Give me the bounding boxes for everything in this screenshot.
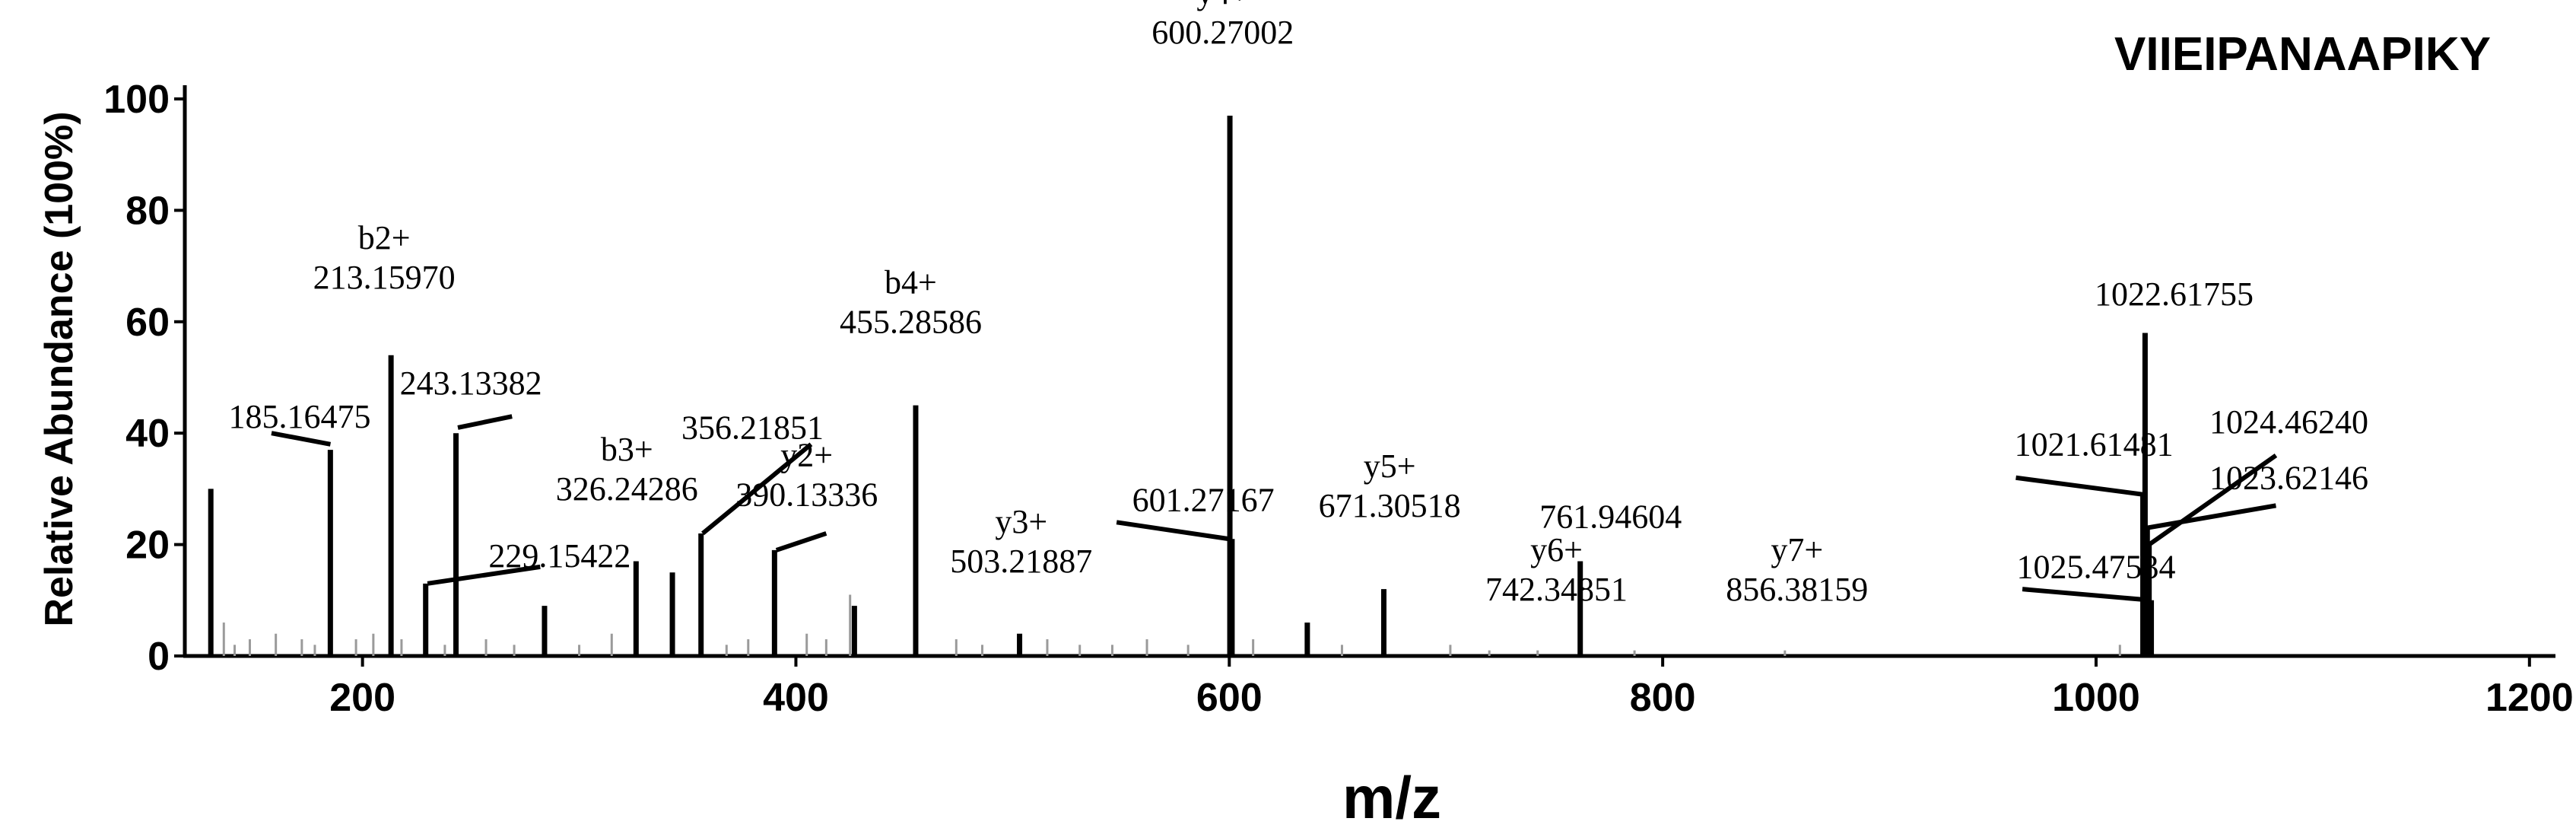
annotation-a455: b4+455.28586 [840, 263, 982, 340]
annotation-a326: b3+326.24286 [556, 431, 698, 508]
annotation-a1022: 1022.61755 [2095, 275, 2254, 313]
annotation-line: y3+ [995, 503, 1047, 540]
annotation-a1023: 1023.62146 [2209, 459, 2368, 496]
x-tick-label: 800 [1630, 676, 1696, 720]
y-tick-label: 20 [125, 524, 170, 568]
annotation-line: 503.21887 [950, 543, 1092, 580]
annotation-line: 390.13336 [735, 476, 878, 513]
annotation-line: b3+ [601, 431, 653, 468]
annotation-line: 1021.61481 [2015, 425, 2174, 463]
annotation-line: 1023.62146 [2209, 459, 2368, 496]
leader-line [775, 531, 827, 552]
leader-line [2148, 454, 2278, 547]
peak-annotations: 185.16475 b2+213.15970 243.13382 229.15422 b… [229, 0, 2369, 608]
annotation-a390: y2+390.13336 [735, 436, 878, 513]
leader-line [271, 431, 332, 447]
leader-line [457, 414, 513, 430]
annotation-line: y4+ [1196, 0, 1249, 11]
x-tick-label: 400 [763, 676, 829, 720]
annotation-line: b2+ [358, 219, 411, 256]
x-axis-label: m/z [1342, 764, 1441, 831]
annotation-a856: y7+856.38159 [1726, 531, 1868, 608]
annotation-line: 761.94604 [1539, 498, 1682, 536]
y-axis-label: Relative Abundance (100%) [37, 111, 81, 626]
leader-line [1116, 520, 1230, 542]
annotation-line: 1025.47534 [2016, 549, 2175, 586]
annotation-line: 1022.61755 [2095, 275, 2254, 313]
annotation-line: 326.24286 [556, 470, 698, 508]
x-tick-label: 600 [1196, 676, 1263, 720]
annotation-line: 1024.46240 [2209, 403, 2368, 441]
annotation-line: 742.34851 [1485, 571, 1628, 608]
annotation-line: 243.13382 [400, 365, 542, 402]
annotation-a503: y3+503.21887 [950, 503, 1092, 580]
annotation-line: 455.28586 [840, 303, 982, 340]
annotation-a213: b2+213.15970 [313, 219, 456, 296]
leader-line [2022, 587, 2152, 603]
y-tick-label: 0 [148, 635, 170, 679]
labeled-peaks [208, 115, 2155, 656]
annotation-line: y7+ [1771, 531, 1823, 568]
annotation-a185: 185.16475 [229, 398, 371, 435]
leader-line [701, 442, 813, 536]
annotation-line: y5+ [1364, 447, 1416, 485]
annotation-line: 601.27167 [1132, 482, 1275, 519]
leader-lines [271, 414, 2278, 603]
chart-title: VIIEIPANAAPIKY [2114, 28, 2491, 81]
annotation-line: 356.21851 [681, 409, 824, 447]
x-tick-label: 1000 [2052, 676, 2140, 720]
annotation-line: y2+ [780, 436, 833, 473]
annotation-a671: y5+671.30518 [1319, 447, 1461, 524]
annotation-line: 213.15970 [313, 259, 456, 296]
leader-line [2146, 503, 2276, 530]
annotation-line: 856.38159 [1726, 571, 1868, 608]
y-tick-label: 100 [103, 78, 170, 122]
minor-peaks [222, 594, 2121, 656]
annotation-a1024: 1024.46240 [2209, 403, 2368, 441]
annotation-a1021: 1021.61481 [2015, 425, 2174, 463]
annotation-a601: 601.27167 [1132, 482, 1275, 519]
leader-line [2015, 475, 2143, 497]
annotation-line: y6+ [1530, 531, 1583, 568]
annotation-a243: 243.13382 [400, 365, 542, 402]
annotation-a600: y4+ 600.27002 [1151, 0, 1294, 51]
annotation-line: 600.27002 [1151, 14, 1294, 51]
annotation-a742: y6+742.34851 [1485, 531, 1628, 608]
y-tick-label: 80 [125, 189, 170, 233]
annotation-line: 229.15422 [488, 537, 631, 575]
annotation-a1025: 1025.47534 [2016, 549, 2175, 586]
leader-line [427, 564, 541, 586]
annotation-a761: 761.94604 [1539, 498, 1682, 536]
y-tick-label: 60 [125, 301, 170, 345]
x-tick-label: 200 [329, 676, 395, 720]
annotation-a356: 356.21851 [681, 409, 824, 447]
annotation-line: 671.30518 [1319, 487, 1461, 524]
annotation-line: b4+ [885, 263, 937, 301]
x-tick-label: 1200 [2485, 676, 2574, 720]
annotation-a229: 229.15422 [488, 537, 631, 575]
annotation-line: 185.16475 [229, 398, 371, 435]
y-tick-label: 40 [125, 412, 170, 456]
